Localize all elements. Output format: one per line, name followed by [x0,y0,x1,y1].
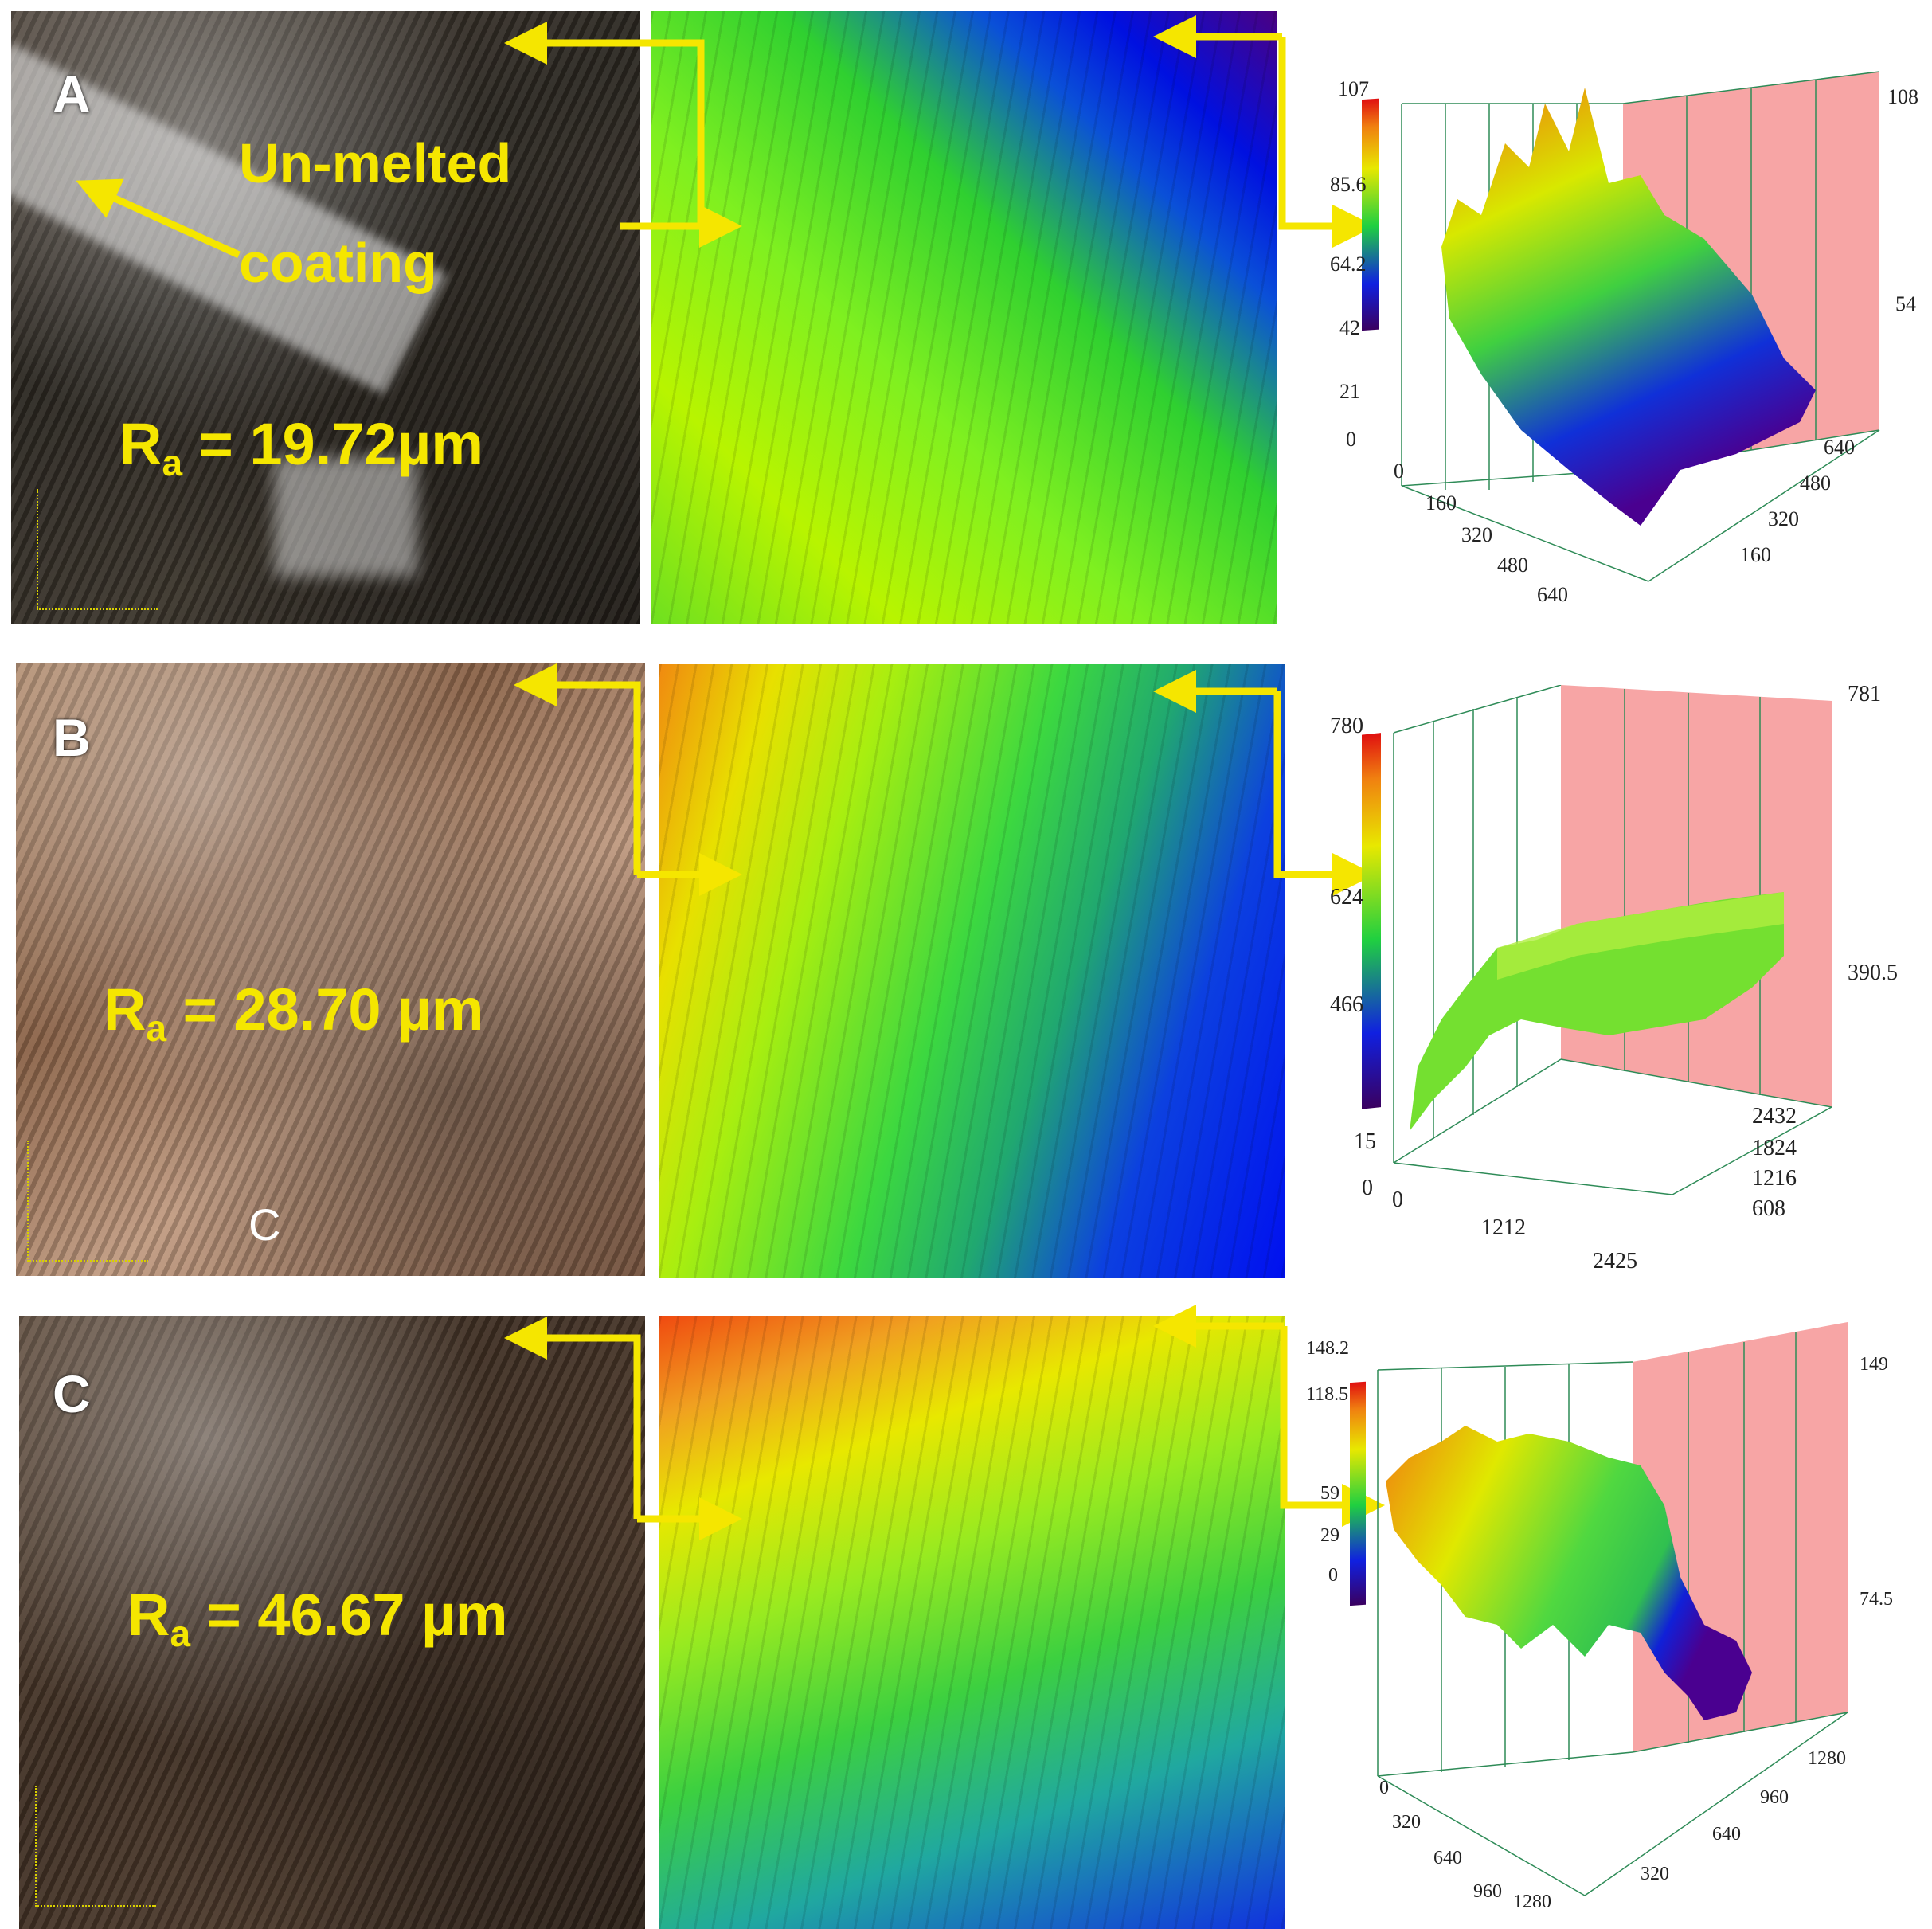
y-tick: 960 [1760,1787,1789,1808]
x-tick: 1212 [1481,1215,1526,1240]
scale-bar [35,1786,156,1907]
cbar-tick: 15 [1354,1129,1376,1154]
unmelted-label-line1: Un-melted [239,132,512,194]
cbar-tick: 21 [1339,380,1360,403]
surface [1441,88,1816,526]
cbar-tick: 107 [1338,77,1369,100]
arrow-a3 [1278,37,1375,248]
y-tick: 1824 [1752,1136,1797,1160]
x-tick: 1280 [1513,1892,1551,1911]
arrow-c3 [1280,1326,1385,1527]
colorbar [1350,1381,1366,1606]
bright-region [274,457,417,577]
cbar-tick: 118.5 [1306,1384,1348,1405]
ra-symbol: R [127,1582,170,1648]
cbar-tick: 42 [1339,316,1360,339]
x-tick: 0 [1392,1188,1403,1212]
cbar-tick: 148.2 [1306,1338,1349,1359]
arrow-a1 [504,22,705,230]
heightmap-c [659,1316,1285,1929]
cbar-tick: 64.2 [1330,252,1367,276]
micrograph-c [19,1316,645,1929]
arrow-b3 [1273,691,1375,896]
wall-label: 781 [1848,685,1881,706]
cbar-tick: 0 [1346,428,1356,451]
wall-label: 149 [1860,1354,1888,1375]
y-tick: 608 [1752,1196,1785,1221]
y-tick: 640 [1824,436,1855,459]
ra-value-a: Ra = 19.72µm [119,410,483,484]
wall-label: 74.5 [1860,1589,1893,1610]
ra-symbol: R [104,976,147,1043]
x-tick: 320 [1392,1812,1421,1833]
y-tick: 640 [1712,1824,1741,1845]
surface-plot-b: 780 624 466 15 0 781 390.5 0 1212 2425 2… [1330,685,1898,1274]
cbar-tick: 466 [1330,992,1363,1017]
x-tick: 160 [1426,491,1457,515]
cbar-tick: 780 [1330,714,1363,738]
x-tick: 320 [1461,523,1492,546]
unmelted-label-line2: coating [239,232,437,294]
panel-label-b: B [53,708,91,767]
micrograph-b [16,663,645,1276]
x-tick: 0 [1379,1778,1389,1798]
wall-label: 390.5 [1848,961,1898,985]
x-tick: 480 [1497,554,1528,577]
panel-label-a: A [53,65,91,123]
y-tick: 160 [1740,543,1771,566]
scale-bar [27,1141,148,1262]
arrow-c1 [504,1317,641,1519]
ra-subscript: a [170,1613,191,1654]
cbar-tick: 59 [1320,1483,1339,1504]
ra-value-b: Ra = 28.70 µm [104,976,484,1050]
micrograph-a [11,11,640,624]
x-tick: 640 [1433,1848,1462,1868]
surface-highlight [1497,892,1784,980]
x-tick: 640 [1537,583,1568,606]
cbar-tick: 85.6 [1330,173,1367,196]
heightmap-a [651,11,1277,624]
cbar-tick: 29 [1320,1525,1339,1546]
colorbar [1362,733,1381,1109]
surface-plot-c: 148.2 118.5 59 29 0 149 74.5 0 320 640 9… [1306,1322,1893,1911]
cbar-tick: 624 [1330,885,1363,910]
ra-value-c: Ra = 46.67 µm [127,1581,508,1655]
y-tick: 1216 [1752,1166,1797,1191]
y-tick: 320 [1768,507,1799,530]
y-tick: 1280 [1808,1748,1846,1769]
cbar-tick: 0 [1362,1176,1373,1200]
surface-plot-a: 107 85.6 64.2 42 21 0 108 54 0 160 320 4… [1330,71,1918,606]
ra-subscript: a [162,442,183,483]
arrow-b1 [514,663,641,875]
x-tick: 0 [1394,460,1404,483]
wall-label: 108 [1887,85,1918,108]
back-wall [1561,685,1832,1107]
y-tick: 480 [1800,471,1831,495]
wall-label: 54 [1895,292,1916,315]
arrow-unmelted [76,178,241,259]
ra-number: = 46.67 µm [190,1582,508,1648]
heightmap-b [659,664,1285,1278]
cbar-tick: 0 [1328,1565,1338,1586]
ra-subscript: a [146,1008,167,1049]
scale-bar [37,489,158,610]
x-tick: 960 [1473,1881,1502,1902]
surface [1386,1426,1752,1720]
colorbar [1362,98,1379,331]
ra-number: = 28.70 µm [166,976,484,1043]
mark-c: C [248,1199,281,1250]
x-tick: 2425 [1593,1249,1637,1274]
ra-symbol: R [119,411,162,477]
y-tick: 2432 [1752,1104,1797,1129]
ra-number: = 19.72µm [182,411,483,477]
y-tick: 320 [1641,1864,1669,1884]
panel-label-c: C [53,1364,91,1423]
